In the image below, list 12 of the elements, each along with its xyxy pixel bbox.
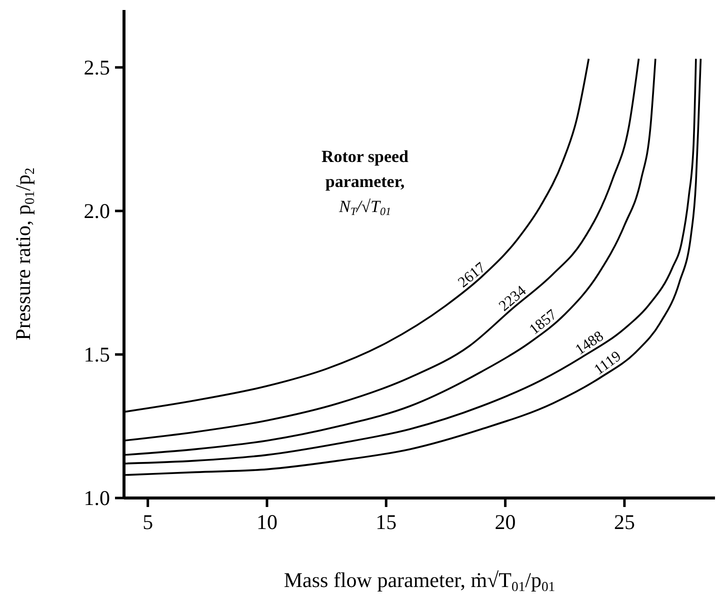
x-tick-label: 20 xyxy=(494,510,516,534)
x-tick-label: 5 xyxy=(142,510,154,534)
y-tick-label: 2.0 xyxy=(84,198,110,223)
y-tick-label: 1.5 xyxy=(84,342,110,366)
x-axis-title: Mass flow parameter, ṁ√T$_{01}$/p$_{01}$ xyxy=(284,568,556,594)
text: 1857 xyxy=(526,306,561,338)
x-tick-label: 10 xyxy=(256,510,278,534)
x-tick-label: 15 xyxy=(376,510,397,534)
legend-title: Rotor speed parameter, N$_{T}$/√T$_{01}$ xyxy=(321,147,410,218)
y-tick-label: 1.0 xyxy=(84,486,110,510)
y-tick-label: 2.5 xyxy=(84,55,110,80)
x-tick-label: 25 xyxy=(614,510,635,534)
